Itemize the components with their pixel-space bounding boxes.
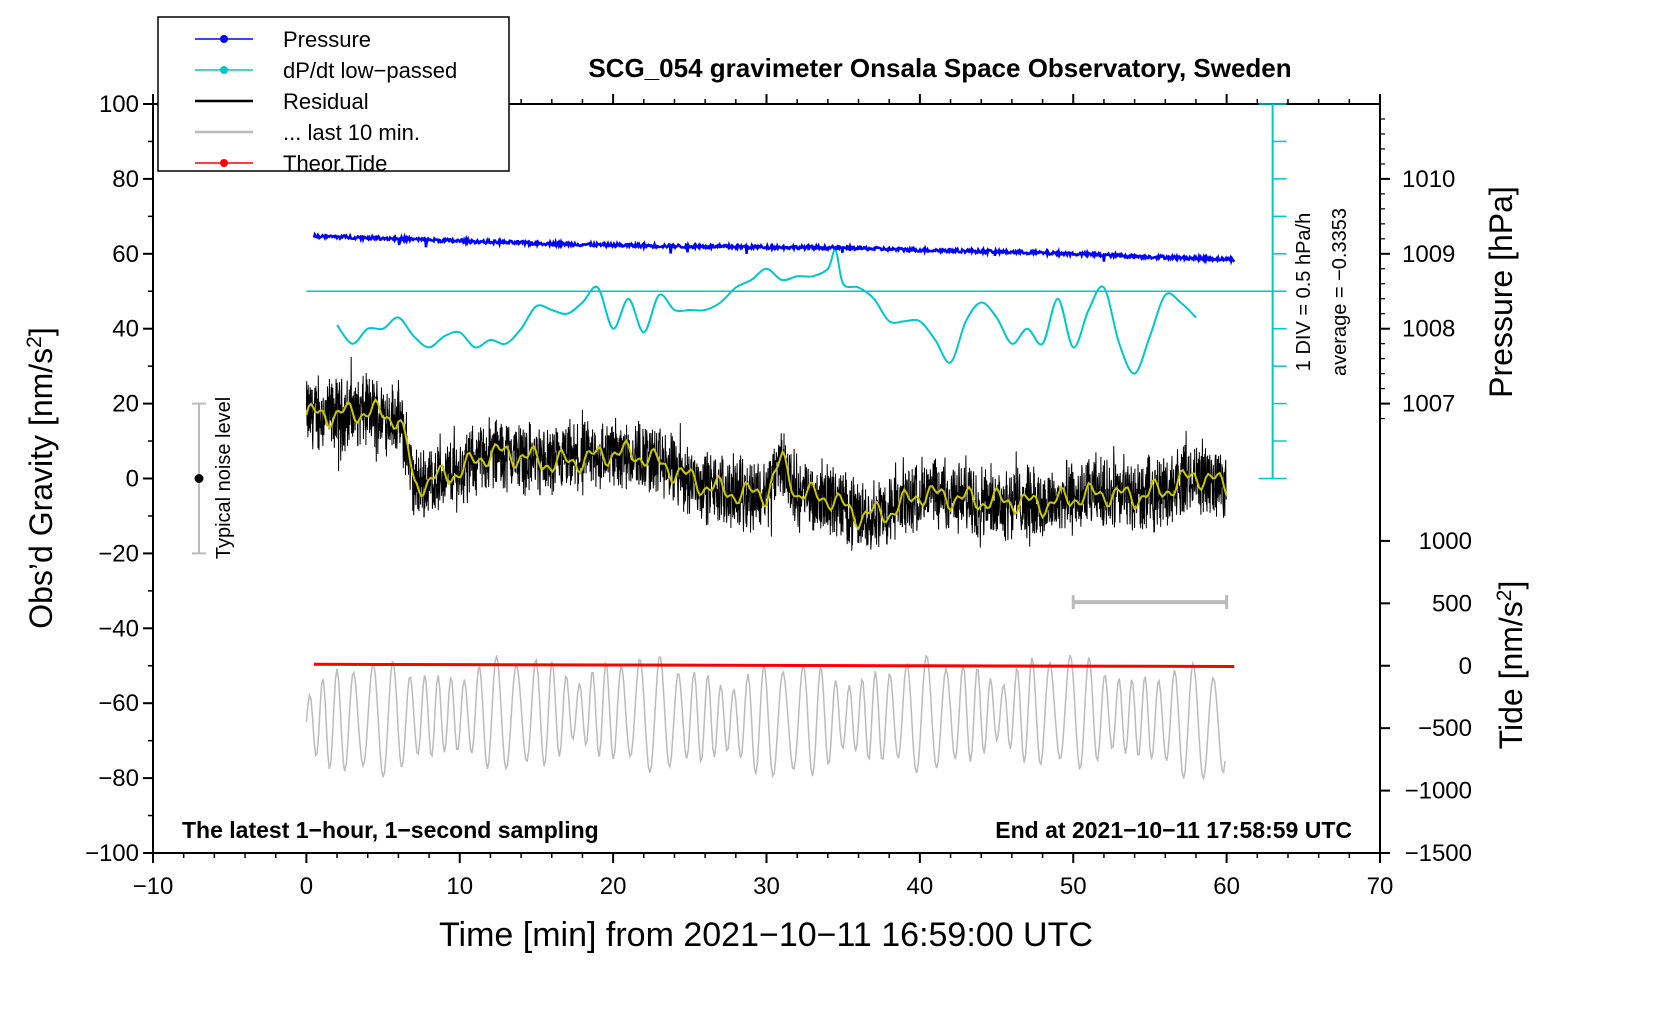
x-axis-label: Time [min] from 2021−10−11 16:59:00 UTC — [439, 916, 1093, 954]
tide-axis: 1000 500 0 −500 −1000 −1500 — [1380, 528, 1472, 867]
x-tick-label: −10 — [133, 873, 174, 900]
dpdt-scale-bar — [1071, 103, 1287, 610]
x-tick-label: 0 — [300, 873, 313, 900]
dpdt-series-line — [336, 249, 1197, 375]
x-tick-label: 40 — [907, 873, 934, 900]
y-tick-label: −20 — [98, 540, 139, 567]
pressure-tick-label: 1008 — [1402, 316, 1455, 343]
legend-label: Pressure — [283, 27, 371, 52]
tide-tick-label: 1000 — [1419, 528, 1472, 555]
legend-label: dP/dt low−passed — [283, 58, 457, 83]
pressure-tick-label: 1007 — [1402, 391, 1455, 418]
y-axis-left: 100 80 60 40 20 0 −20 −40 −60 −80 −100 — [85, 91, 153, 867]
dpdt-scale-division-label: 1 DIV = 0.5 hPa/h — [1293, 213, 1315, 371]
y-tick-label: 0 — [126, 466, 139, 493]
y-tick-label: −100 — [85, 840, 139, 867]
y-tick-label: 60 — [112, 241, 139, 268]
residual-smoothed-line — [305, 397, 1228, 531]
pressure-axis-label: Pressure [hPa] — [1483, 186, 1519, 398]
typical-noise-bar — [192, 402, 207, 555]
y-tick-label: −40 — [98, 615, 139, 642]
tide-tick-label: 500 — [1432, 590, 1472, 617]
legend-label: Theor.Tide — [283, 151, 387, 176]
legend-swatch-marker — [220, 35, 228, 43]
chart-title: SCG_054 gravimeter Onsala Space Observat… — [588, 53, 1291, 83]
noise-bar-center-dot — [194, 474, 204, 483]
tide-tick-label: −1500 — [1405, 840, 1472, 867]
x-axis: −10 0 10 20 30 40 50 60 70 — [133, 94, 1394, 900]
series-layer — [305, 231, 1273, 782]
residual-series-line — [305, 356, 1227, 551]
tide-tick-label: 0 — [1459, 653, 1472, 680]
y-tick-label: −60 — [98, 690, 139, 717]
tide-series-line — [313, 662, 1235, 668]
pressure-series-line — [312, 231, 1236, 266]
pressure-axis: 1010 1009 1008 1007 — [1380, 118, 1455, 420]
legend-swatch-marker — [220, 159, 228, 167]
y-tick-label: 20 — [112, 391, 139, 418]
pressure-tick-label: 1010 — [1402, 166, 1455, 193]
y-axis-label-left: Obs’d Gravity [nm/s2] — [23, 327, 60, 629]
annotation-end-time: End at 2021−10−11 17:58:59 UTC — [995, 817, 1352, 843]
x-tick-label: 60 — [1213, 873, 1240, 900]
dpdt-scale-average-label: average = −0.3353 — [1329, 208, 1351, 376]
y-tick-label: 100 — [99, 91, 139, 118]
x-tick-label: 70 — [1367, 873, 1394, 900]
annotation-sampling: The latest 1−hour, 1−second sampling — [182, 817, 599, 843]
typical-noise-label: Typical noise level — [213, 397, 235, 559]
legend-label: Residual — [283, 89, 369, 114]
tide-axis-label: Tide [nm/s2] — [1493, 581, 1530, 750]
x-tick-label: 10 — [446, 873, 473, 900]
legend: Pressure dP/dt low−passed Residual ... last… — [195, 27, 457, 176]
x-tick-label: 20 — [600, 873, 627, 900]
y-tick-label: −80 — [98, 765, 139, 792]
tide-tick-label: −500 — [1418, 715, 1472, 742]
y-tick-label: 40 — [112, 316, 139, 343]
last10-series-line — [305, 654, 1226, 782]
x-tick-label: 50 — [1060, 873, 1087, 900]
x-tick-label: 30 — [753, 873, 780, 900]
legend-box — [157, 16, 510, 172]
legend-swatch-marker — [220, 66, 228, 74]
y-tick-label: 80 — [112, 166, 139, 193]
pressure-tick-label: 1009 — [1402, 241, 1455, 268]
legend-label: ... last 10 min. — [283, 120, 420, 145]
tide-tick-label: −1000 — [1405, 778, 1472, 805]
